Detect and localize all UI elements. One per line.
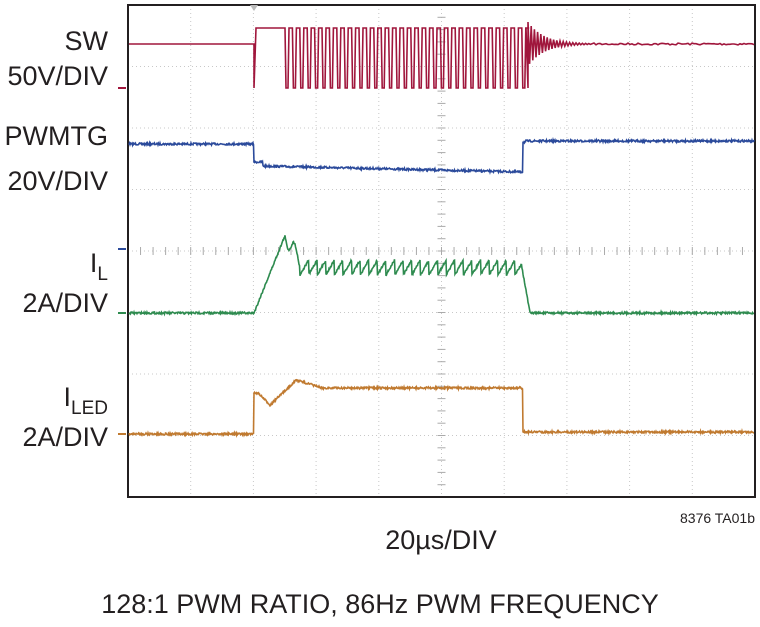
name-main: I [90,248,98,278]
traces [128,21,755,438]
channel-name: ILED [64,382,108,419]
il-trace [128,235,754,317]
trigger-marker [250,5,258,11]
figure-code: 8376 TA01b [680,510,755,526]
plot-frame [127,4,756,498]
pwmtg-trace [128,136,755,176]
sw-trace [129,21,755,89]
channel-scale: 2A/DIV [22,288,108,318]
channel-name: SW [65,26,109,56]
name-main: I [64,382,72,412]
channel-scale: 2A/DIV [22,422,108,452]
iled-trace [128,378,755,438]
name-sub: LED [71,398,108,419]
channel-name: PWMTG [5,121,108,151]
channel-scale: 50V/DIV [7,61,108,91]
channel-scale: 20V/DIV [7,166,108,196]
caption: 128:1 PWM RATIO, 86Hz PWM FREQUENCY [101,589,659,619]
timebase: 20µs/DIV [385,525,497,555]
channel-name: IL [90,248,108,285]
name-sub: L [97,264,108,285]
